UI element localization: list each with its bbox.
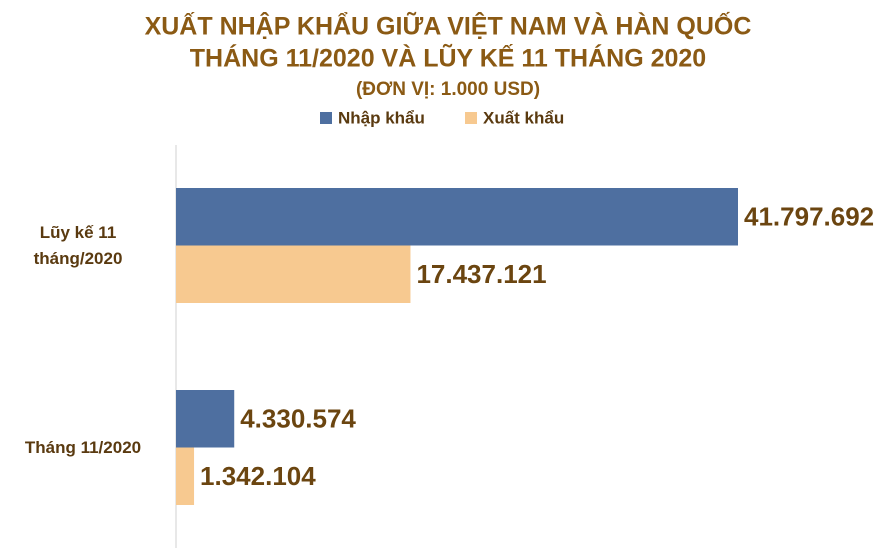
bar	[176, 245, 411, 303]
legend-swatch	[465, 112, 477, 124]
value-label: 41.797.692	[744, 202, 874, 232]
legend-label: Nhập khẩu	[338, 108, 425, 127]
chart-subtitle: THÁNG 11/2020 VÀ LŨY KẾ 11 THÁNG 2020	[190, 43, 706, 73]
bar	[176, 390, 235, 448]
bar	[176, 188, 738, 246]
chart-title: XUẤT NHẬP KHẨU GIỮA VIỆT NAM VÀ HÀN QUỐC	[145, 11, 752, 41]
category-label: Lũy kế 11 tháng/2020	[33, 222, 123, 268]
value-label: 1.342.104	[200, 461, 316, 491]
value-label: 17.437.121	[416, 259, 546, 289]
legend-label: Xuất khẩu	[483, 108, 564, 127]
chart-unit: (ĐƠN VỊ: 1.000 USD)	[356, 79, 540, 100]
value-label: 4.330.574	[240, 404, 356, 434]
bar	[176, 447, 195, 505]
legend-swatch	[320, 112, 332, 124]
category-label: Tháng 11/2020	[24, 437, 142, 457]
